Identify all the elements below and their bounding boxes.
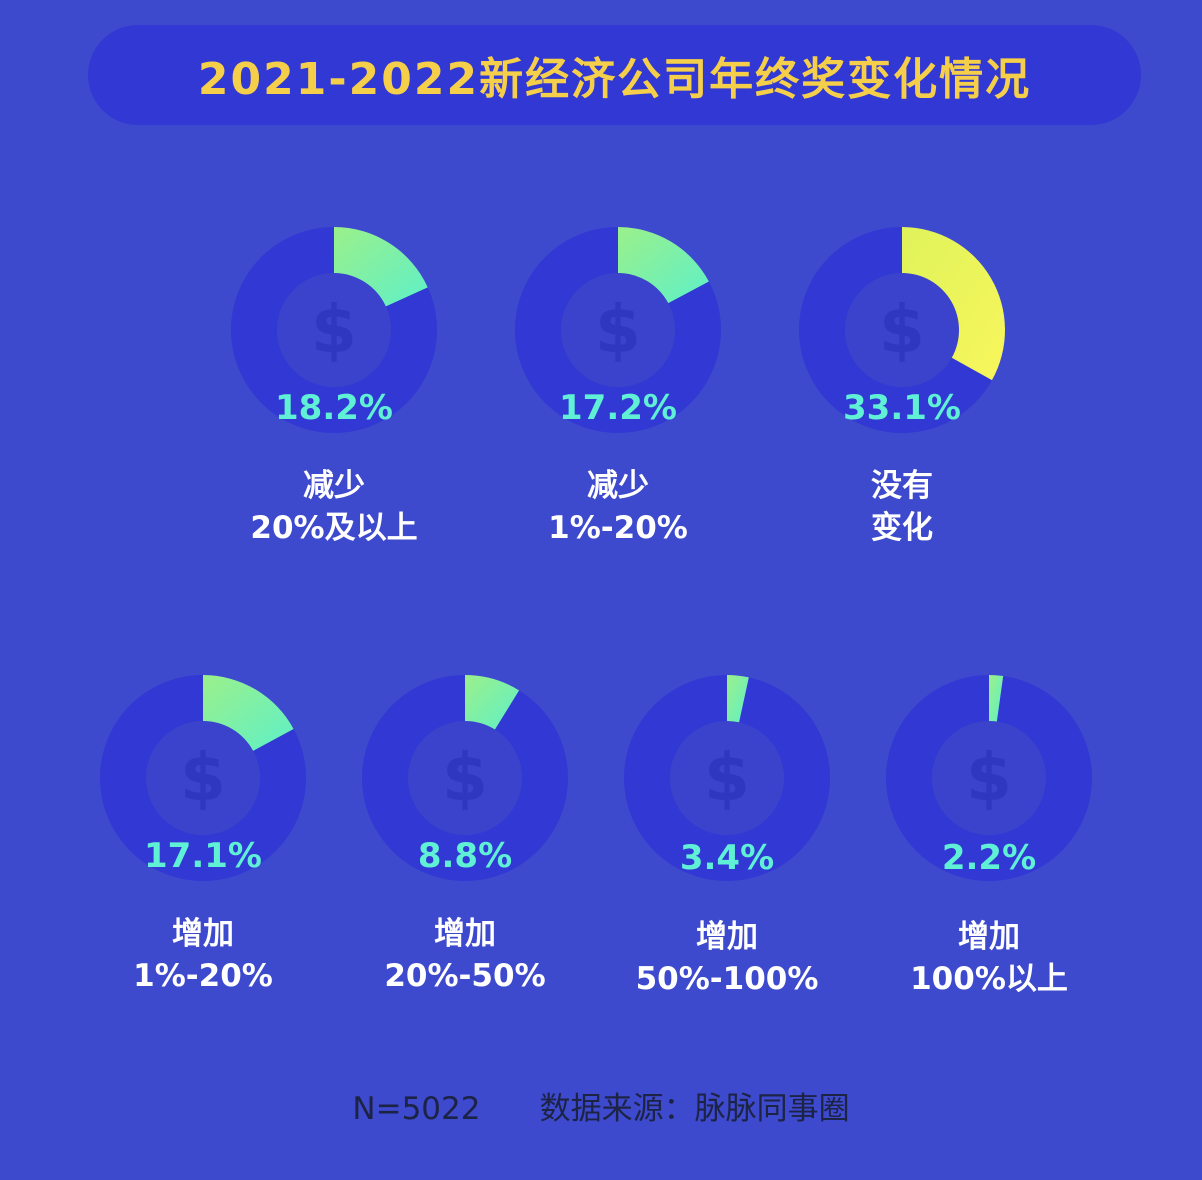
- title-banner: 2021-2022新经济公司年终奖变化情况: [88, 25, 1141, 125]
- category-label: 增加 50%-100%: [597, 916, 857, 1000]
- donut-segment: [727, 675, 749, 723]
- dollar-icon: $: [442, 739, 488, 816]
- center-disc: [670, 721, 784, 835]
- percent-label: 18.2%: [275, 388, 393, 428]
- data-source: 数据来源：脉脉同事圈: [539, 1091, 850, 1127]
- center-disc: [561, 273, 675, 387]
- footer: N=5022 数据来源：脉脉同事圈: [0, 1083, 1202, 1128]
- donut-chart: $: [513, 225, 723, 435]
- donut-chart: $: [98, 673, 308, 883]
- sample-size: N=5022: [352, 1091, 481, 1127]
- donut-segment: [618, 227, 709, 304]
- category-label: 增加 1%-20%: [73, 913, 333, 997]
- category-label-line2: 20%-50%: [384, 958, 546, 994]
- donut-segment: [902, 227, 1005, 381]
- category-label-line1: 增加: [958, 919, 1020, 955]
- donut-svg: $: [362, 675, 568, 881]
- percent-label: 17.1%: [144, 836, 262, 876]
- category-label-line2: 1%-20%: [133, 958, 273, 994]
- dollar-icon: $: [879, 291, 925, 368]
- category-label-line2: 100%以上: [910, 961, 1068, 997]
- category-label: 增加 20%-50%: [335, 913, 595, 997]
- percent-label: 33.1%: [843, 388, 961, 428]
- donut-svg: $: [515, 227, 721, 433]
- category-label: 增加 100%以上: [859, 916, 1119, 1000]
- category-label: 减少 1%-20%: [488, 465, 748, 549]
- category-label-line2: 50%-100%: [635, 961, 819, 997]
- donut-segment: [334, 227, 428, 307]
- dollar-icon: $: [180, 739, 226, 816]
- donut-chart: $: [797, 225, 1007, 435]
- category-label-line2: 20%及以上: [250, 510, 418, 546]
- donut-segment: [465, 675, 520, 730]
- center-disc: [408, 721, 522, 835]
- chart-title: 2021-2022新经济公司年终奖变化情况: [197, 54, 1032, 105]
- donut-svg: $: [231, 227, 437, 433]
- center-disc: [932, 721, 1046, 835]
- donut-svg: $: [799, 227, 1005, 433]
- category-label-line1: 减少: [303, 468, 365, 504]
- dollar-icon: $: [966, 739, 1012, 816]
- donut-segment: [989, 675, 1004, 722]
- dollar-icon: $: [704, 739, 750, 816]
- donut-chart: $: [360, 673, 570, 883]
- center-disc: [146, 721, 260, 835]
- donut-svg: $: [100, 675, 306, 881]
- dollar-icon: $: [595, 291, 641, 368]
- center-disc: [845, 273, 959, 387]
- donut-chart: $: [884, 673, 1094, 883]
- category-label: 没有 变化: [772, 465, 1032, 549]
- category-label-line1: 增加: [172, 916, 234, 952]
- category-label-line2: 变化: [871, 510, 933, 546]
- category-label-line1: 减少: [587, 468, 649, 504]
- percent-label: 3.4%: [679, 838, 775, 878]
- donut-svg: $: [886, 675, 1092, 881]
- center-disc: [277, 273, 391, 387]
- category-label-line1: 增加: [696, 919, 758, 955]
- category-label-line1: 没有: [871, 468, 933, 504]
- percent-label: 17.2%: [559, 388, 677, 428]
- category-label: 减少 20%及以上: [204, 465, 464, 549]
- dollar-icon: $: [311, 291, 357, 368]
- donut-chart: $: [229, 225, 439, 435]
- percent-label: 8.8%: [417, 836, 513, 876]
- category-label-line1: 增加: [434, 916, 496, 952]
- donut-svg: $: [624, 675, 830, 881]
- category-label-line2: 1%-20%: [548, 510, 688, 546]
- donut-segment: [203, 675, 294, 751]
- percent-label: 2.2%: [941, 838, 1037, 878]
- donut-chart: $: [622, 673, 832, 883]
